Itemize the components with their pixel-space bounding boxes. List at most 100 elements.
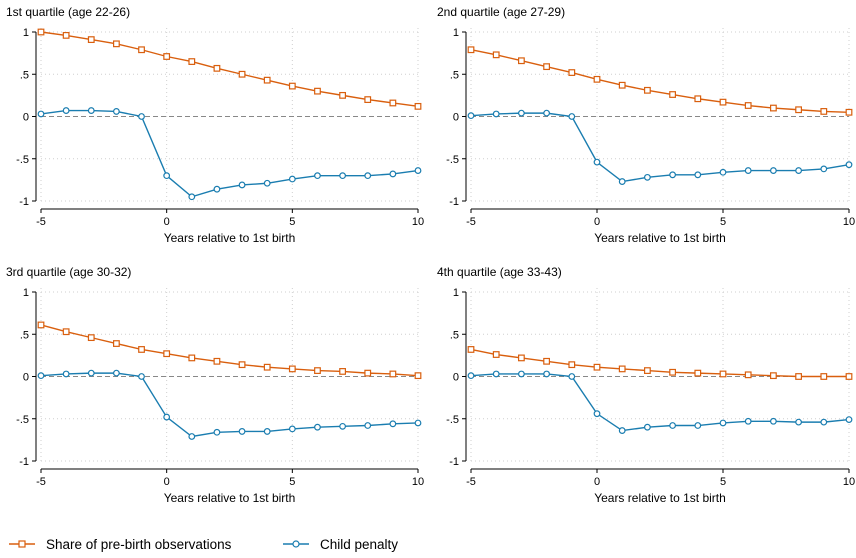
- child-penalty-point: [112, 108, 120, 115]
- x-tick-label: 10: [843, 476, 855, 488]
- child-penalty-point: [62, 370, 70, 378]
- panel-3: 3rd quartile (age 30-32) 1 .5 0 -.5 -1 -5 0 5 10 Y…: [6, 265, 424, 505]
- child-penalty-line: [470, 373, 850, 432]
- child-penalty-point: [238, 428, 246, 435]
- y-tick-label: -1: [449, 456, 459, 468]
- y-tick-label: -.5: [16, 414, 29, 426]
- child-penalty-point: [543, 370, 550, 378]
- child-penalty-point: [163, 172, 171, 180]
- child-penalty-point: [87, 369, 95, 377]
- child-penalty-point: [188, 433, 196, 440]
- pre-birth-share-point: [339, 368, 346, 375]
- pre-birth-share-point: [364, 369, 372, 377]
- legend: Share of pre-birth observations Child pen…: [9, 537, 398, 552]
- child-penalty-point: [213, 428, 221, 436]
- pre-birth-share-point: [467, 46, 475, 54]
- pre-birth-share-point: [795, 106, 802, 114]
- child-penalty-point: [339, 422, 347, 430]
- pre-birth-share-point: [694, 369, 702, 377]
- pre-birth-share-point: [112, 40, 120, 48]
- pre-birth-share-point: [744, 102, 752, 109]
- x-axis-title: Years relative to 1st birth: [594, 491, 726, 505]
- pre-birth-share-point: [744, 371, 752, 379]
- pre-birth-share-point: [62, 328, 70, 336]
- child-penalty-point: [364, 422, 372, 429]
- x-tick-label: 0: [594, 216, 600, 228]
- pre-birth-share-line: [40, 31, 419, 108]
- child-penalty-point: [795, 167, 802, 174]
- pre-birth-share-point: [188, 58, 196, 65]
- x-tick-label: 10: [412, 216, 424, 228]
- child-penalty-point: [593, 158, 601, 166]
- pre-birth-share-point: [543, 63, 550, 71]
- child-penalty-point: [188, 193, 196, 201]
- panel-2: 2nd quartile (age 27-29) 1 .5 0 -.5 -1 -5 0 5 10 Y…: [437, 5, 855, 245]
- pre-birth-share-point: [87, 36, 95, 44]
- y-tick-label: .5: [20, 69, 29, 81]
- child-penalty-point: [568, 113, 576, 120]
- x-axis-title: Years relative to 1st birth: [164, 231, 296, 245]
- child-penalty-point: [618, 427, 626, 434]
- legend-pre-birth-share-marker: [18, 540, 26, 548]
- legend-child-penalty-label: Child penalty: [320, 537, 398, 552]
- child-penalty-point: [314, 423, 321, 431]
- pre-birth-share-point: [618, 81, 626, 89]
- pre-birth-share-line: [470, 348, 849, 378]
- pre-birth-share-point: [62, 31, 70, 39]
- y-tick-label: .5: [450, 329, 459, 341]
- pre-birth-share-point: [769, 104, 777, 112]
- pre-birth-share-point: [669, 368, 676, 376]
- pre-birth-share-point: [795, 373, 802, 380]
- x-tick-label: -5: [36, 216, 46, 228]
- pre-birth-share-point: [213, 64, 221, 72]
- pre-birth-share-point: [87, 334, 95, 342]
- x-tick-label: 10: [843, 216, 855, 228]
- x-tick-label: 0: [594, 476, 600, 488]
- child-penalty-point: [37, 372, 45, 380]
- pre-birth-share-point: [188, 354, 196, 362]
- child-penalty-point: [719, 168, 727, 176]
- panel-title: 2nd quartile (age 27-29): [437, 5, 565, 19]
- y-tick-label: .5: [20, 329, 29, 341]
- child-penalty-point: [770, 167, 777, 174]
- pre-birth-share-point: [543, 357, 550, 365]
- child-penalty-point: [694, 422, 702, 429]
- child-penalty-point: [518, 109, 525, 117]
- pre-birth-share-point: [769, 372, 777, 380]
- x-axis-title: Years relative to 1st birth: [164, 491, 296, 505]
- y-tick-label: 0: [453, 112, 459, 124]
- pre-birth-share-point: [364, 96, 372, 104]
- child-penalty-point: [694, 171, 702, 179]
- child-penalty-point: [795, 418, 802, 426]
- child-penalty-point: [593, 410, 601, 418]
- child-penalty-point: [467, 112, 475, 120]
- child-penalty-point: [518, 370, 525, 378]
- child-penalty-point: [389, 170, 397, 178]
- pre-birth-share-point: [138, 346, 145, 353]
- y-tick-label: -.5: [16, 154, 29, 166]
- pre-birth-share-point: [568, 69, 576, 76]
- y-tick-label: 0: [23, 112, 29, 124]
- pre-birth-share-point: [845, 108, 853, 116]
- child-penalty-point: [845, 161, 853, 169]
- child-penalty-point: [467, 372, 475, 380]
- x-tick-label: 5: [720, 476, 726, 488]
- child-penalty-point: [820, 165, 828, 173]
- x-tick-label: 5: [289, 216, 295, 228]
- x-tick-label: -5: [36, 476, 46, 488]
- child-penalty-point: [238, 181, 246, 189]
- pre-birth-share-point: [643, 367, 651, 374]
- y-tick-label: 1: [453, 27, 459, 39]
- pre-birth-share-point: [820, 373, 828, 380]
- pre-birth-share-point: [288, 82, 296, 90]
- y-tick-label: .5: [450, 69, 459, 81]
- child-penalty-point: [820, 418, 828, 426]
- child-penalty-point: [492, 110, 500, 118]
- child-penalty-point: [339, 172, 347, 180]
- pre-birth-share-point: [845, 373, 853, 380]
- pre-birth-share-point: [112, 340, 120, 347]
- child-penalty-point: [87, 107, 95, 114]
- pre-birth-share-point: [517, 57, 525, 65]
- y-tick-label: -.5: [446, 414, 459, 426]
